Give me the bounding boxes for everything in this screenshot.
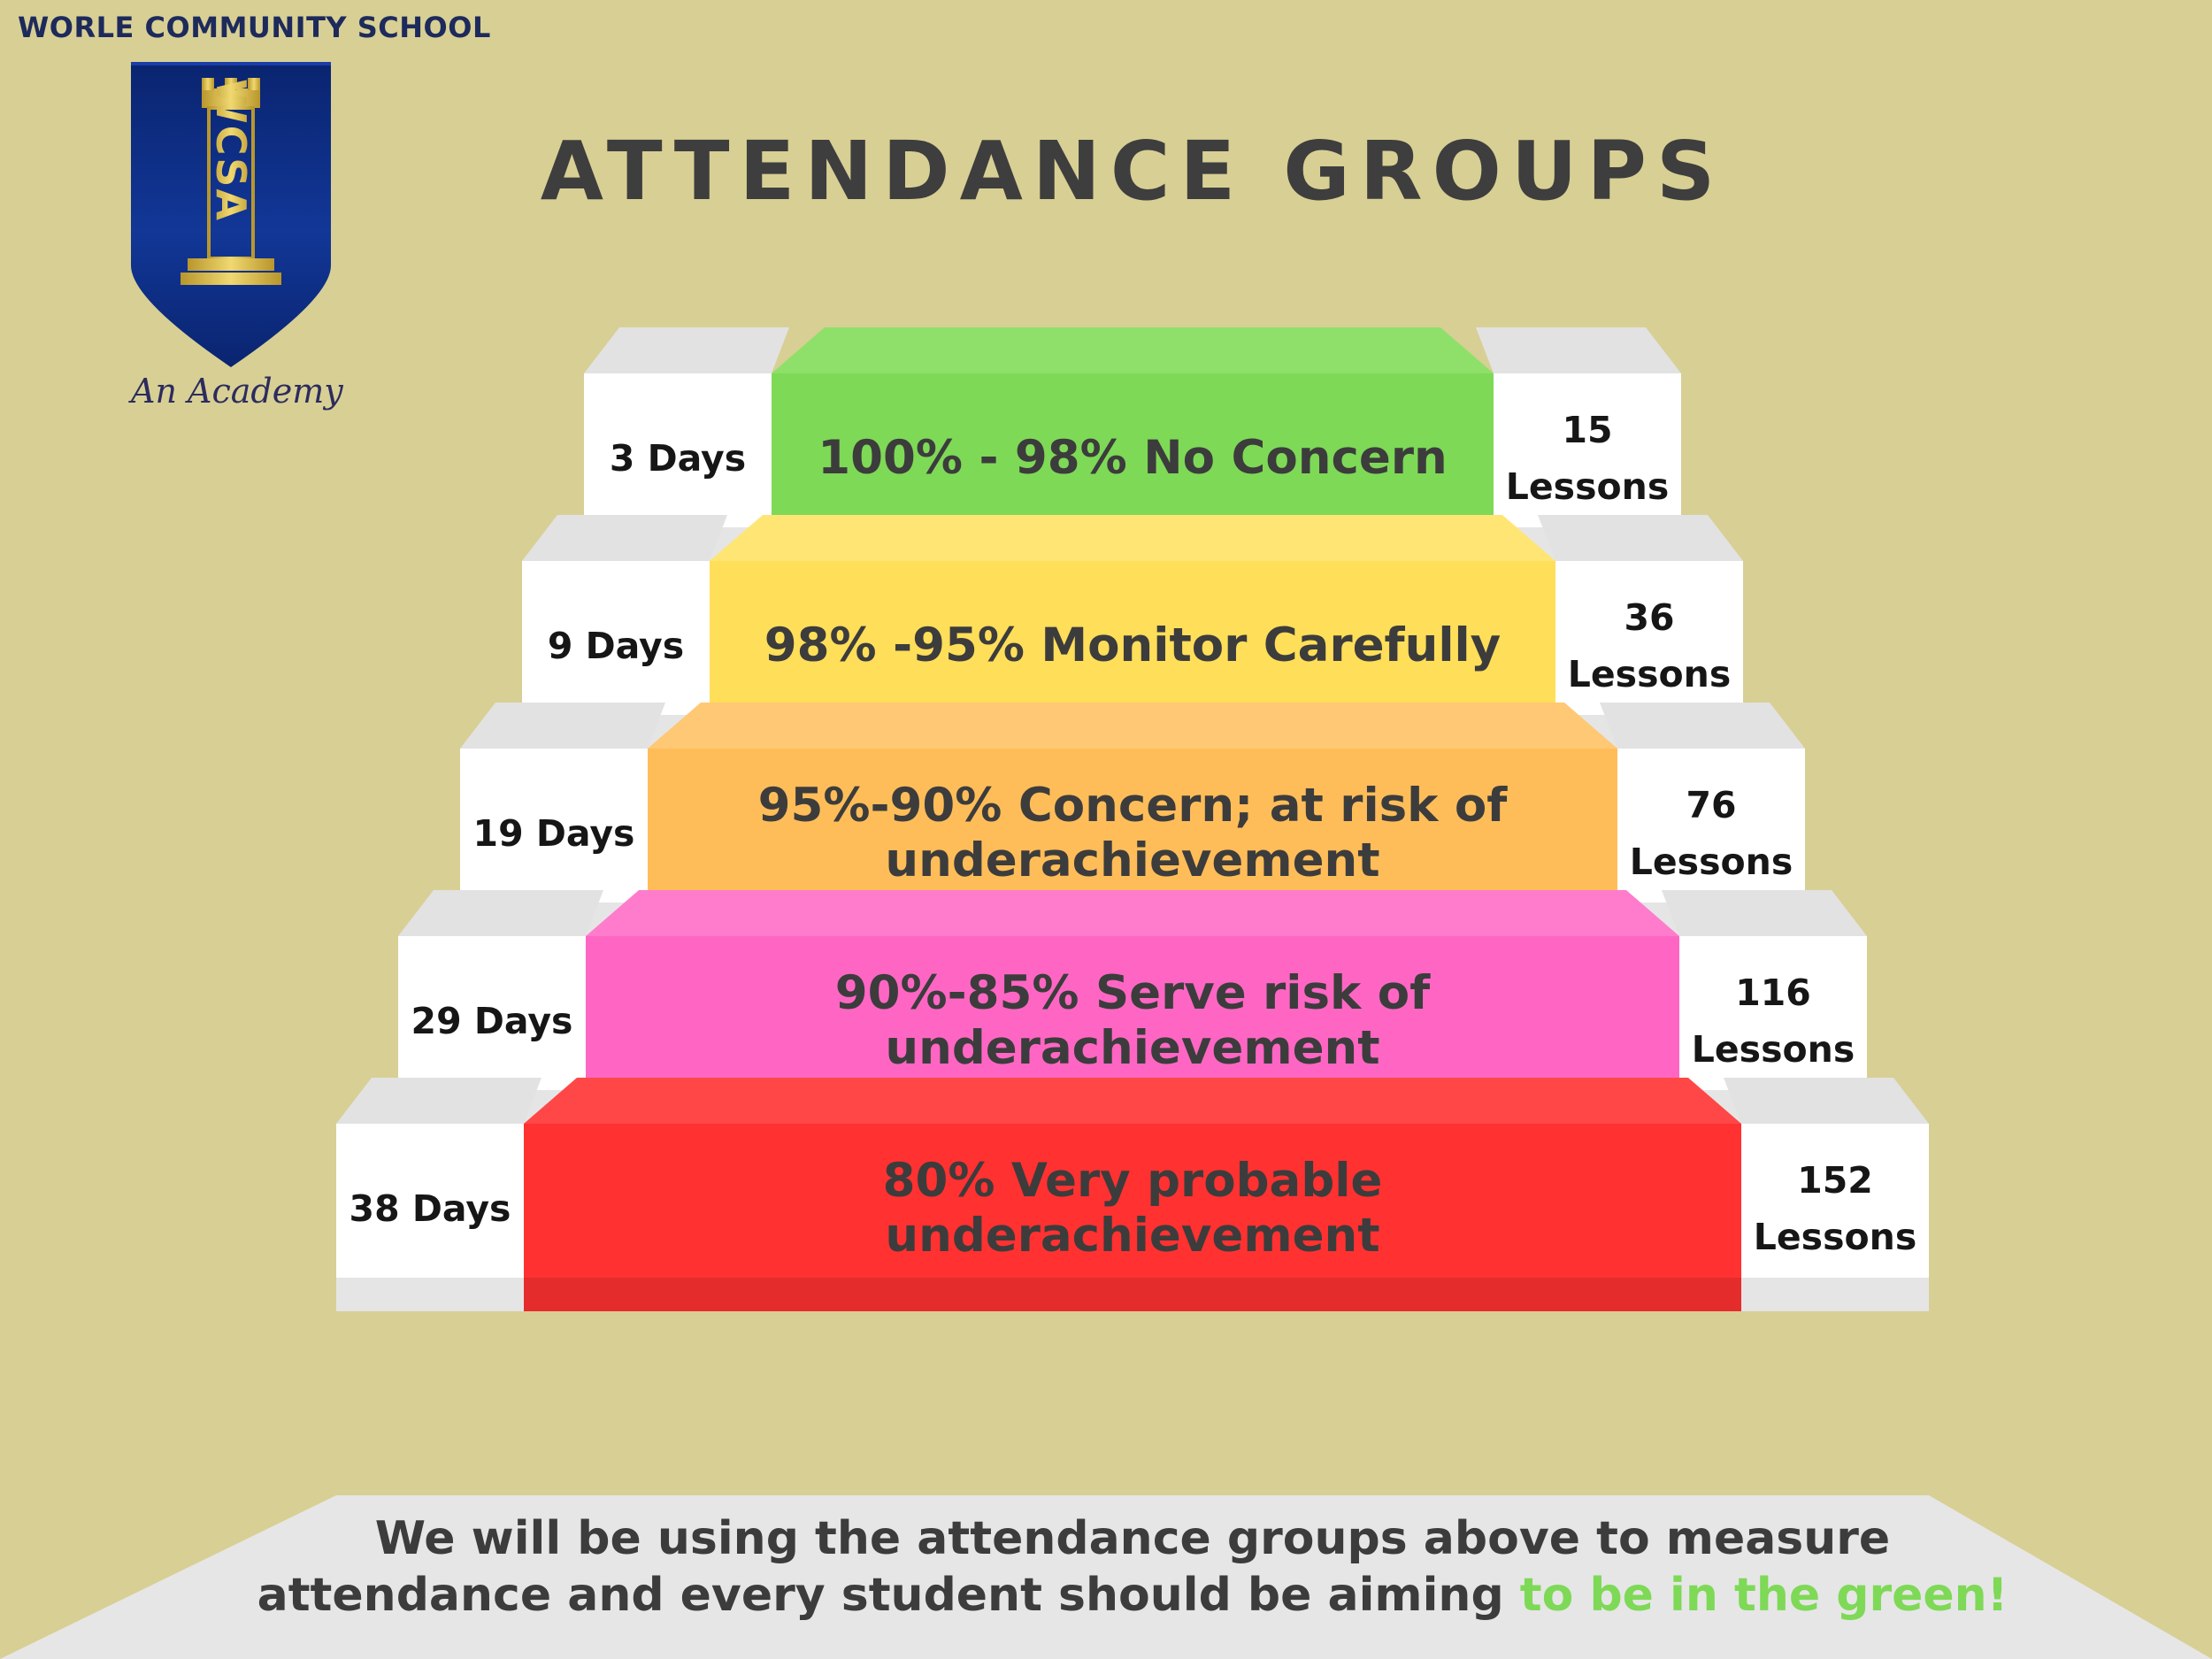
lessons-number: 76	[1686, 784, 1737, 826]
lessons-number: 116	[1735, 972, 1811, 1014]
lessons-label: 152 Lessons	[1754, 1152, 1917, 1265]
label-line: underachievement	[885, 1209, 1380, 1263]
step-tread-left	[398, 890, 603, 936]
lessons-number: 15	[1562, 409, 1613, 451]
attendance-group-label: 95%-90% Concern; at risk of underachievem…	[758, 779, 1508, 888]
step-face-right	[1741, 1124, 1929, 1311]
days-label: 38 Days	[349, 1187, 511, 1230]
days-label: 3 Days	[609, 437, 747, 480]
step-face-left	[336, 1124, 524, 1311]
lessons-word: Lessons	[1629, 841, 1793, 883]
label-line: 95%-90% Concern; at risk of	[757, 779, 1508, 833]
step-days: 29 Days	[398, 936, 586, 1106]
step-tread-right	[1662, 890, 1867, 936]
step-days: 3 Days	[584, 373, 772, 543]
step-5	[336, 1078, 1929, 1311]
footer-line-2-main: attendance and every student should be a…	[257, 1569, 1520, 1622]
label-line: underachievement	[885, 833, 1380, 887]
step-label: 90%-85% Serve risk of underachievement	[586, 936, 1679, 1106]
attendance-group-label: 90%-85% Serve risk of underachievement	[835, 966, 1430, 1076]
academy-tagline: An Academy	[131, 372, 343, 411]
attendance-group-label: 100% - 98% No Concern	[818, 431, 1447, 486]
lessons-word: Lessons	[1567, 653, 1732, 695]
label-line: 100% - 98% No Concern	[818, 431, 1448, 485]
lessons-label: 116 Lessons	[1692, 964, 1855, 1078]
footer-message: We will be using the attendance groups a…	[0, 1510, 2212, 1624]
step-tread-right	[1724, 1078, 1929, 1124]
step-face-center	[524, 1124, 1741, 1311]
attendance-group-label: 98% -95% Monitor Carefully	[764, 618, 1501, 673]
lessons-word: Lessons	[1691, 1028, 1855, 1071]
step-days: 19 Days	[460, 749, 648, 918]
step-lessons: 116 Lessons	[1679, 936, 1867, 1106]
days-label: 9 Days	[547, 625, 685, 667]
step-lessons: 36 Lessons	[1555, 561, 1743, 731]
attendance-group-label: 80% Very probable underachievement	[883, 1154, 1383, 1263]
days-label: 29 Days	[411, 1000, 573, 1042]
school-crest-icon: WCSA	[131, 62, 331, 367]
step-days: 38 Days	[336, 1124, 524, 1294]
step-label: 80% Very probable underachievement	[524, 1124, 1741, 1294]
step-tread-right	[1600, 703, 1805, 749]
step-label: 98% -95% Monitor Carefully	[710, 561, 1555, 731]
lessons-label: 76 Lessons	[1630, 777, 1793, 890]
floor	[0, 1495, 2212, 1659]
label-line: underachievement	[885, 1021, 1380, 1075]
footer-highlight: to be in the green!	[1519, 1569, 2008, 1622]
step-tread-right	[1538, 515, 1743, 561]
step-lessons: 76 Lessons	[1617, 749, 1805, 918]
lessons-label: 36 Lessons	[1568, 589, 1732, 703]
step-shadow	[336, 1278, 1929, 1311]
step-lessons: 15 Lessons	[1494, 373, 1681, 543]
page-title: ATTENDANCE GROUPS	[540, 124, 1725, 219]
lessons-number: 36	[1624, 596, 1675, 639]
step-tread-left	[584, 327, 789, 373]
lessons-word: Lessons	[1505, 465, 1670, 508]
step-tread-center	[524, 1078, 1741, 1124]
crest-letters: WCSA	[207, 79, 255, 222]
step-lessons: 152 Lessons	[1741, 1124, 1929, 1294]
step-tread-right	[1476, 327, 1681, 373]
label-line: 98% -95% Monitor Carefully	[764, 618, 1502, 672]
step-tread-center	[648, 703, 1617, 749]
step-label: 100% - 98% No Concern	[772, 373, 1494, 543]
step-tread-center	[772, 327, 1494, 373]
step-tread-left	[336, 1078, 541, 1124]
step-tread-center	[586, 890, 1679, 936]
lessons-number: 152	[1797, 1159, 1873, 1202]
footer-line-1: We will be using the attendance groups a…	[374, 1512, 1891, 1565]
step-tread-left	[460, 703, 665, 749]
lessons-label: 15 Lessons	[1506, 402, 1670, 515]
step-tread-center	[710, 515, 1555, 561]
label-line: 80% Very probable	[882, 1154, 1383, 1208]
days-label: 19 Days	[472, 812, 635, 855]
lessons-word: Lessons	[1753, 1216, 1917, 1258]
school-name: WORLE COMMUNITY SCHOOL	[18, 11, 491, 44]
step-tread-left	[522, 515, 727, 561]
step-days: 9 Days	[522, 561, 710, 731]
label-line: 90%-85% Serve risk of	[834, 966, 1431, 1020]
footer-line-2: attendance and every student should be a…	[0, 1567, 2212, 1624]
step-label: 95%-90% Concern; at risk of underachievem…	[648, 749, 1617, 918]
